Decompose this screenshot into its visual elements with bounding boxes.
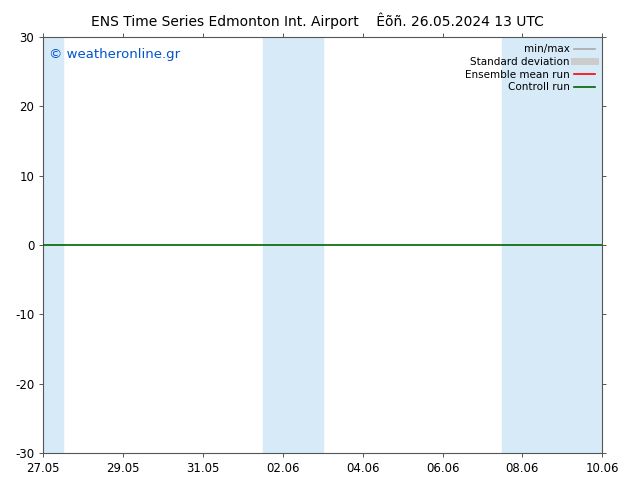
Bar: [43, 37, 63, 453]
Legend: min/max, Standard deviation, Ensemble mean run, Controll run: min/max, Standard deviation, Ensemble me…: [463, 42, 597, 95]
Bar: [502, 37, 602, 453]
Text: ENS Time Series Edmonton Int. Airport    Êõñ. 26.05.2024 13 UTC: ENS Time Series Edmonton Int. Airport Êõ…: [91, 12, 543, 29]
Bar: [263, 37, 323, 453]
Text: © weatheronline.gr: © weatheronline.gr: [49, 48, 180, 61]
